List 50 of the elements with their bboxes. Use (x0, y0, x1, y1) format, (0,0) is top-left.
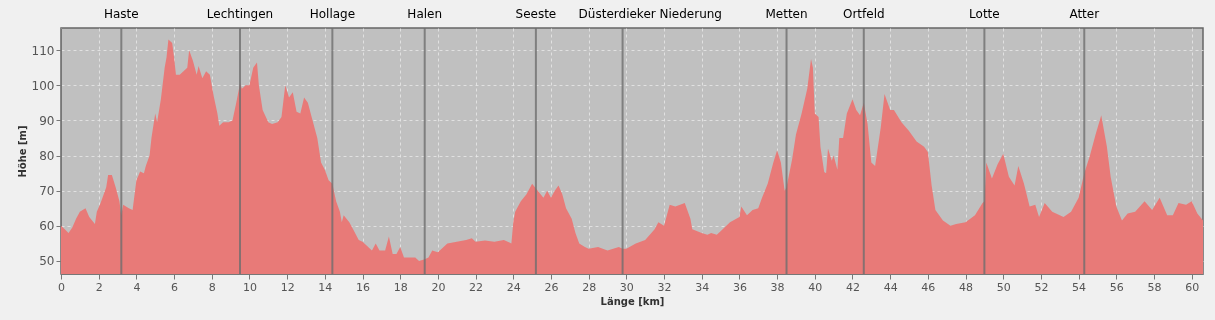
x-tick-label: 16 (356, 280, 371, 294)
x-tick-label: 48 (959, 280, 974, 294)
x-axis-title: Länge [km] (600, 295, 665, 307)
x-tick-label: 56 (1109, 280, 1124, 294)
x-tick-label: 28 (582, 280, 597, 294)
y-tick-label: 80 (39, 149, 55, 164)
x-tick-label: 58 (1147, 280, 1162, 294)
x-tick-label: 50 (996, 280, 1011, 294)
y-tick-label: 110 (31, 43, 55, 58)
x-tick-label: 38 (770, 280, 785, 294)
ref-line-label: Atter (1069, 7, 1100, 21)
x-tick-label: 32 (657, 280, 672, 294)
x-tick-label: 40 (808, 280, 823, 294)
x-tick-label: 34 (695, 280, 710, 294)
y-tick-label: 60 (39, 219, 55, 234)
ref-line-label: Lechtingen (206, 7, 274, 21)
x-tick-label: 36 (732, 280, 747, 294)
y-axis-title: Höhe [m] (16, 125, 28, 178)
ref-line-label: Seeste (515, 7, 557, 21)
ref-line-label: Ortfeld (842, 7, 885, 21)
x-tick-label: 6 (171, 280, 179, 294)
x-tick-label: 30 (619, 280, 634, 294)
ref-line-label: Haste (103, 7, 139, 21)
x-tick-label: 4 (133, 280, 141, 294)
x-tick-label: 12 (280, 280, 295, 294)
x-tick-label: 18 (393, 280, 408, 294)
x-tick-label: 44 (883, 280, 898, 294)
x-tick-label: 54 (1072, 280, 1087, 294)
x-tick-label: 42 (845, 280, 860, 294)
y-tick-label: 70 (39, 184, 55, 199)
x-tick-label: 22 (469, 280, 484, 294)
ref-line-label: Halen (407, 7, 443, 21)
y-tick-label: 100 (31, 78, 55, 93)
x-tick-label: 0 (58, 280, 65, 294)
x-tick-label: 60 (1185, 280, 1200, 294)
ref-line-label: Metten (765, 7, 808, 21)
x-tick-label: 8 (208, 280, 216, 294)
ref-line-label: Lotte (969, 7, 1000, 21)
x-tick-label: 24 (506, 280, 521, 294)
x-tick-label: 26 (544, 280, 559, 294)
ref-line-label: Hollage (309, 7, 356, 21)
x-tick-label: 52 (1034, 280, 1049, 294)
x-tick-label: 20 (431, 280, 446, 294)
x-tick-label: 10 (242, 280, 257, 294)
y-tick-label: 50 (39, 254, 55, 269)
x-tick-label: 14 (318, 280, 333, 294)
y-tick-label: 90 (39, 113, 55, 128)
x-tick-label: 2 (95, 280, 103, 294)
ref-line-label: Düsterdieker Niederung (578, 7, 722, 21)
x-tick-label: 46 (921, 280, 936, 294)
